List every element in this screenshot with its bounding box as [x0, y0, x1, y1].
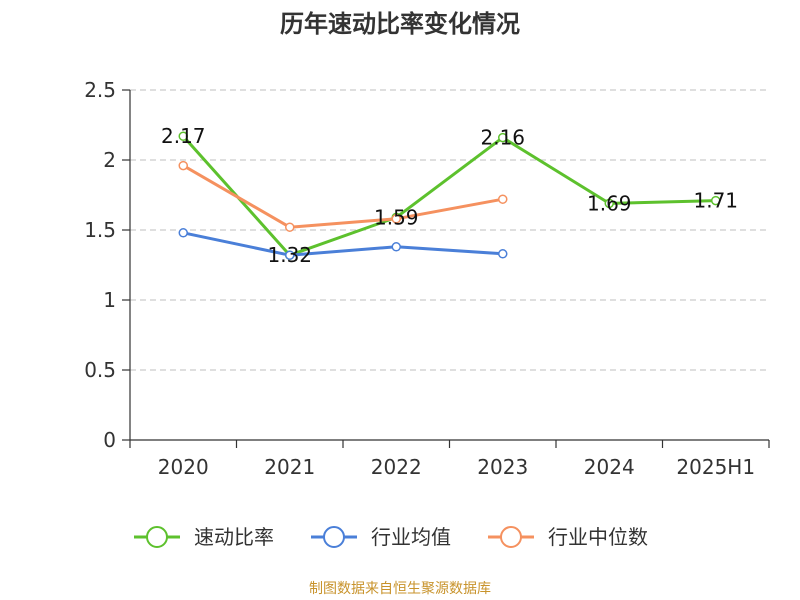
- legend-marker: [146, 526, 168, 548]
- x-tick-label: 2022: [371, 455, 422, 479]
- y-tick-label: 2: [103, 148, 116, 172]
- data-point: [178, 131, 188, 141]
- y-tick-label: 1.5: [84, 218, 116, 242]
- y-tick-label: 0.5: [84, 358, 116, 382]
- series-line: [182, 135, 716, 257]
- legend-label: 行业均值: [371, 525, 451, 549]
- x-tick-label: 2020: [158, 455, 209, 479]
- data-point: [498, 132, 508, 143]
- data-point: [178, 160, 188, 171]
- grid-lines: [130, 89, 769, 371]
- data-label: 2.17: [161, 124, 206, 148]
- data-point: [391, 242, 401, 252]
- y-tick-label: 2.5: [84, 78, 116, 102]
- data-point: [391, 214, 401, 224]
- legend-marker: [500, 526, 522, 548]
- series-line: [182, 164, 504, 229]
- legend-marker: [323, 526, 345, 548]
- x-tick-label: 2024: [584, 455, 635, 479]
- series-lines: [178, 131, 721, 260]
- data-label: 1.69: [587, 191, 632, 215]
- legend-label: 速动比率: [194, 525, 274, 549]
- data-point: [604, 198, 614, 209]
- data-label: 2.16: [480, 126, 525, 150]
- data-label: 1.32: [267, 243, 312, 267]
- x-tick-label: 2025H1: [676, 455, 755, 479]
- source-note: 制图数据来自恒生聚源数据库: [309, 581, 491, 597]
- data-point: [498, 194, 508, 204]
- data-labels: 2.17 1.32 1.59 2.16 1.69 1.71: [161, 124, 738, 267]
- data-point: [178, 228, 188, 238]
- data-point: [285, 250, 295, 260]
- data-label: 1.59: [374, 205, 419, 229]
- data-point: [711, 195, 721, 206]
- data-point: [285, 222, 295, 232]
- x-tick-label: 2021: [264, 455, 315, 479]
- chart-title: 历年速动比率变化情况: [280, 10, 520, 38]
- y-tick-label: 1: [103, 288, 116, 312]
- x-tick-label: 2023: [477, 455, 528, 479]
- legend: 速动比率 行业均值 行业中位数: [134, 525, 648, 549]
- series-line: [182, 231, 503, 257]
- axes: 0 0.5 1 1.5 2 2.5 2020 2021 2022 2023 2024 2025H1: [84, 78, 770, 479]
- legend-label: 行业中位数: [548, 525, 648, 549]
- data-point: [498, 249, 508, 259]
- y-tick-label: 0: [103, 428, 116, 452]
- data-label: 1.71: [693, 189, 738, 213]
